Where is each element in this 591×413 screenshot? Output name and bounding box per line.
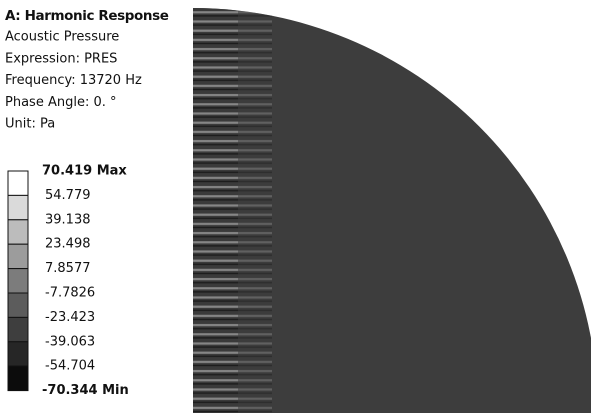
legend-swatch bbox=[7, 170, 29, 196]
info-line: Acoustic Pressure bbox=[5, 30, 119, 45]
info-line: Unit: Pa bbox=[5, 117, 55, 132]
legend-swatch bbox=[7, 268, 29, 294]
legend-swatch bbox=[7, 243, 29, 270]
legend-swatch bbox=[7, 194, 29, 221]
legend-swatch bbox=[7, 219, 29, 245]
info-line: Phase Angle: 0. ° bbox=[5, 95, 117, 110]
wave-band bbox=[193, 8, 272, 413]
legend-label: -70.344 Min bbox=[42, 383, 129, 398]
legend-label: -23.423 bbox=[45, 310, 95, 325]
legend-swatch bbox=[7, 341, 29, 367]
legend-label: 23.498 bbox=[45, 237, 91, 252]
legend-label: -39.063 bbox=[45, 334, 95, 349]
legend-label: -7.7826 bbox=[45, 286, 95, 301]
legend-label: 70.419 Max bbox=[42, 164, 127, 179]
legend-label: 7.8577 bbox=[45, 261, 91, 276]
legend-label: 54.779 bbox=[45, 188, 91, 203]
legend-label: -54.704 bbox=[45, 359, 95, 374]
result-contour bbox=[193, 8, 591, 413]
result-title: A: Harmonic Response bbox=[5, 8, 169, 24]
info-line: Frequency: 13720 Hz bbox=[5, 73, 142, 88]
legend-swatch bbox=[7, 316, 29, 343]
legend-swatch bbox=[7, 292, 29, 318]
info-line: Expression: PRES bbox=[5, 51, 117, 66]
legend-label: 39.138 bbox=[45, 212, 91, 227]
legend-swatch bbox=[7, 365, 29, 392]
